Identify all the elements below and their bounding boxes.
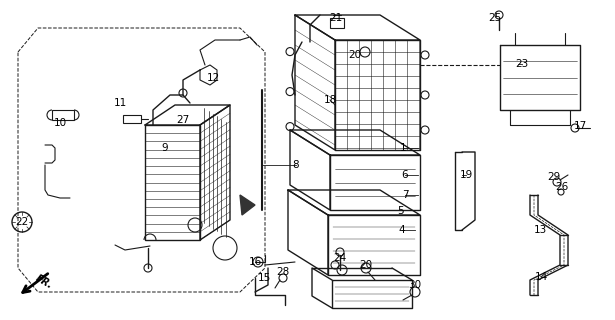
Text: 25: 25: [488, 13, 502, 23]
Text: 7: 7: [402, 190, 408, 200]
Text: FR.: FR.: [34, 273, 54, 291]
Text: 30: 30: [408, 280, 421, 290]
Text: 16: 16: [248, 257, 261, 267]
Text: 10: 10: [54, 118, 66, 128]
Text: 24: 24: [333, 253, 347, 263]
Text: 12: 12: [207, 73, 220, 83]
Text: 4: 4: [399, 225, 405, 235]
Text: 15: 15: [257, 273, 271, 283]
Text: 28: 28: [276, 267, 290, 277]
Bar: [123, 115, 141, 123]
Text: 23: 23: [515, 59, 529, 69]
Text: 6: 6: [402, 170, 408, 180]
Text: 13: 13: [533, 225, 547, 235]
Text: 9: 9: [162, 143, 169, 153]
Text: 11: 11: [113, 98, 127, 108]
Text: 20: 20: [349, 50, 362, 60]
Bar: [145, 125, 200, 240]
Text: 22: 22: [15, 217, 29, 227]
Bar: [52, 110, 74, 120]
Text: 5: 5: [397, 206, 403, 216]
Text: 17: 17: [573, 121, 587, 131]
Text: 18: 18: [323, 95, 336, 105]
Text: 27: 27: [177, 115, 189, 125]
Text: 20: 20: [359, 260, 373, 270]
Bar: [330, 18, 344, 28]
Text: 19: 19: [459, 170, 472, 180]
Text: 26: 26: [555, 182, 569, 192]
Text: 8: 8: [293, 160, 300, 170]
Text: 1: 1: [400, 143, 407, 153]
Text: 29: 29: [547, 172, 561, 182]
Polygon shape: [240, 195, 255, 215]
Text: 14: 14: [534, 272, 547, 282]
Text: 21: 21: [330, 13, 343, 23]
